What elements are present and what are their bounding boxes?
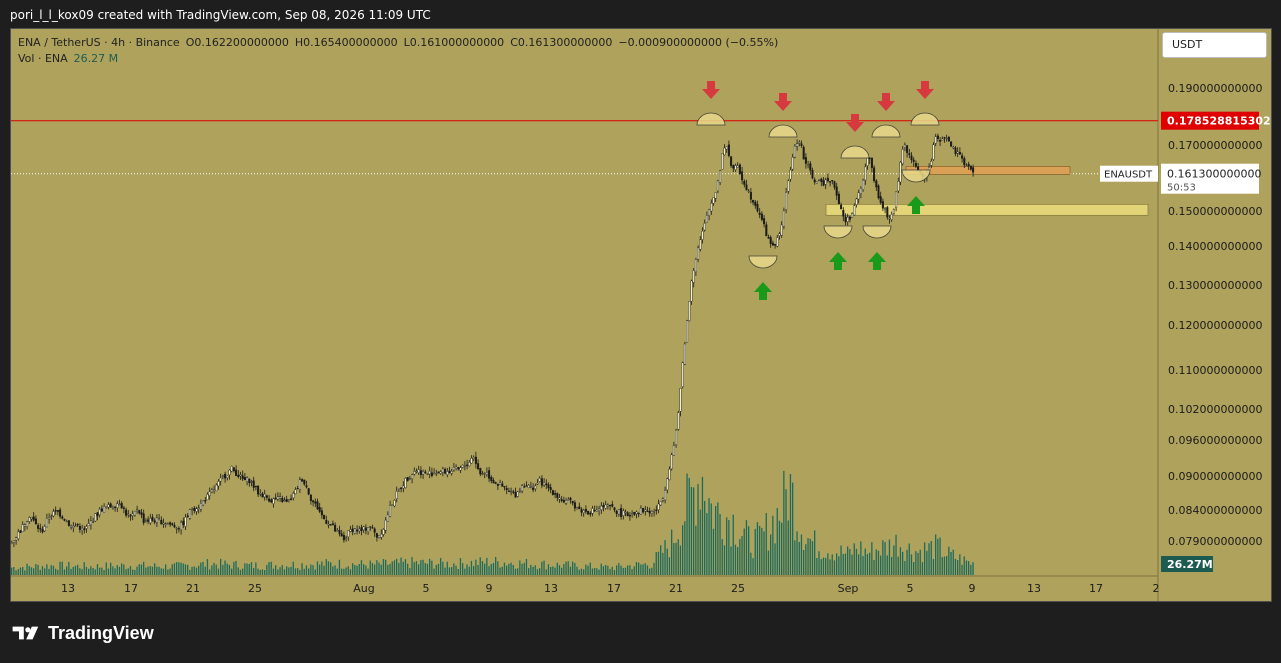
legend-change: −0.000900000000 (−0.55%) [618,36,779,49]
legend-ohlc: ENA / TetherUS · 4h · Binance O0.16220000… [18,36,778,50]
brand-name: TradingView [48,622,154,643]
legend-high: H0.165400000000 [294,36,398,49]
legend-volume: Vol · ENA 26.27 M [18,52,118,66]
tradingview-logo-icon [12,626,39,640]
chart-frame[interactable] [10,28,1272,602]
legend-vol-label: Vol · ENA [18,52,68,65]
currency-button[interactable]: USDT [1162,32,1267,58]
legend-symbol: ENA / TetherUS · 4h · Binance [18,36,180,49]
legend-low: L0.161000000000 [403,36,505,49]
legend-close: C0.161300000000 [510,36,613,49]
tradingview-logo[interactable]: TradingView [12,622,154,644]
legend-vol-value: 26.27 M [73,52,119,65]
credit-line: pori_l_l_kox09 created with TradingView.… [10,8,431,22]
legend-open: O0.162200000000 [185,36,289,49]
